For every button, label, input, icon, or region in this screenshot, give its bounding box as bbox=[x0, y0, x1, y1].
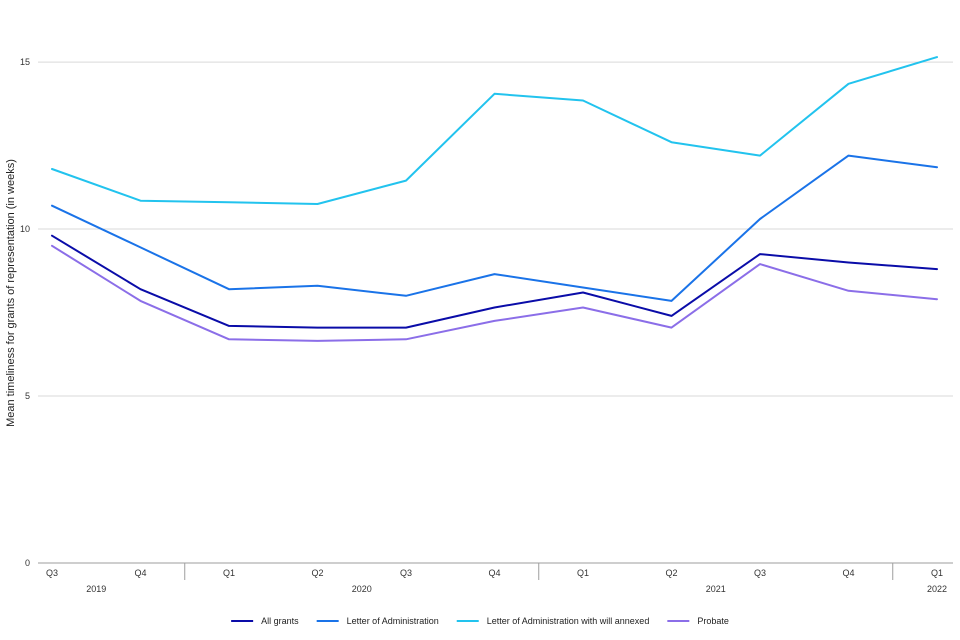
x-year-label: 2019 bbox=[86, 584, 106, 594]
x-year-label: 2020 bbox=[352, 584, 372, 594]
x-tick-label: Q2 bbox=[665, 568, 677, 578]
legend: All grants Letter of Administration Letter… bbox=[231, 616, 729, 626]
legend-item: Letter of Administration bbox=[316, 616, 439, 626]
x-tick-label: Q3 bbox=[46, 568, 58, 578]
y-tick-label: 10 bbox=[20, 224, 30, 234]
series-line-all-grants bbox=[51, 234, 938, 329]
x-year-label: 2022 bbox=[927, 584, 947, 594]
gridlines bbox=[38, 61, 953, 564]
legend-item: Letter of Administration with will annex… bbox=[456, 616, 650, 626]
series-lines bbox=[51, 56, 938, 342]
x-axis: Q3 Q4 Q1 Q2 Q3 Q4 Q1 Q2 Q3 Q4 Q1 2019 2020 2021 2022 bbox=[46, 563, 947, 594]
x-year-label: 2021 bbox=[706, 584, 726, 594]
x-tick-label: Q4 bbox=[134, 568, 146, 578]
legend-item: All grants bbox=[231, 616, 299, 626]
legend-label: Letter of Administration bbox=[347, 616, 439, 626]
legend-item: Probate bbox=[667, 616, 729, 626]
x-tick-label: Q2 bbox=[311, 568, 323, 578]
x-tick-label: Q1 bbox=[577, 568, 589, 578]
legend-label: Probate bbox=[697, 616, 729, 626]
x-tick-label: Q1 bbox=[223, 568, 235, 578]
y-tick-label: 15 bbox=[20, 57, 30, 67]
series-line-letter-of-administration-with-will-annexed bbox=[51, 56, 938, 205]
x-tick-label: Q4 bbox=[488, 568, 500, 578]
y-axis-ticks: 0 5 10 15 bbox=[20, 57, 30, 568]
legend-label: All grants bbox=[261, 616, 299, 626]
series-line-letter-of-administration bbox=[51, 154, 938, 302]
x-tick-label: Q3 bbox=[400, 568, 412, 578]
x-tick-label: Q1 bbox=[931, 568, 943, 578]
y-axis-label: Mean timeliness for grants of representa… bbox=[5, 159, 17, 427]
legend-label: Letter of Administration with will annex… bbox=[487, 616, 650, 626]
x-tick-label: Q4 bbox=[842, 568, 854, 578]
x-tick-label: Q3 bbox=[754, 568, 766, 578]
series-line-probate bbox=[51, 244, 938, 342]
y-tick-label: 0 bbox=[25, 558, 30, 568]
y-tick-label: 5 bbox=[25, 391, 30, 401]
